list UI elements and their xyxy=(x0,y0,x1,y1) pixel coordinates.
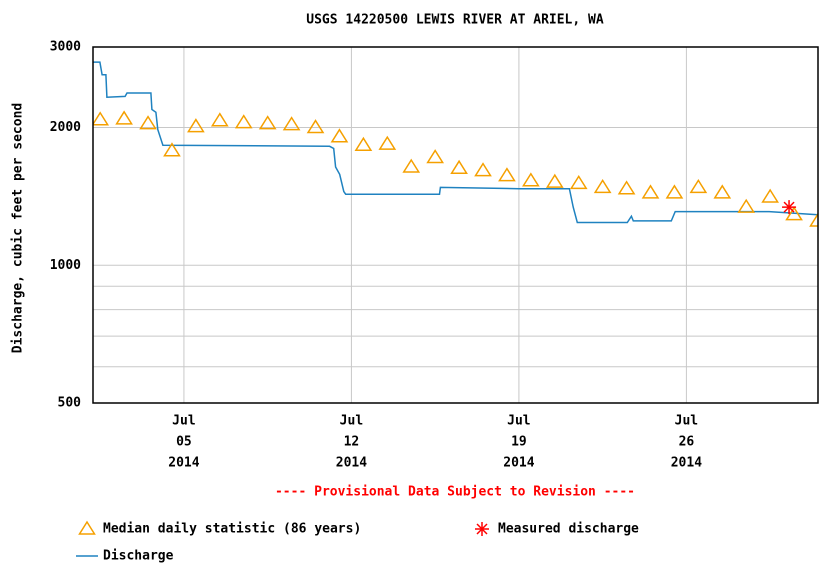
median-marker xyxy=(569,174,588,190)
median-marker xyxy=(378,135,397,150)
measured-marker xyxy=(782,200,797,215)
legend-label: Median daily statistic (86 years) xyxy=(103,522,361,537)
provisional-note: ---- Provisional Data Subject to Revisio… xyxy=(275,485,635,500)
median-marker xyxy=(139,115,157,130)
x-tick-label: Jul xyxy=(340,414,363,429)
median-marker xyxy=(617,180,636,195)
median-marker xyxy=(474,162,492,177)
median-marker xyxy=(115,110,133,125)
median-marker xyxy=(187,118,205,133)
x-tick-label: Jul xyxy=(675,414,698,429)
legend-symbol xyxy=(78,520,96,535)
median-marker xyxy=(665,184,684,199)
median-marker xyxy=(809,212,818,227)
x-tick-label: 05 xyxy=(176,435,192,450)
median-marker xyxy=(234,114,253,129)
y-tick-label: 2000 xyxy=(50,120,81,135)
x-tick-label: 26 xyxy=(679,435,695,450)
median-marker xyxy=(306,119,325,134)
median-marker xyxy=(498,167,516,182)
discharge-line xyxy=(93,61,818,224)
y-tick-label: 500 xyxy=(58,396,82,411)
plot-frame xyxy=(92,46,819,404)
y-tick-label: 1000 xyxy=(50,258,81,273)
x-tick-label: Jul xyxy=(507,414,530,429)
x-tick-label: 12 xyxy=(344,435,360,450)
median-marker xyxy=(761,188,779,203)
median-marker xyxy=(402,158,421,173)
asterisk-stroke xyxy=(476,523,488,535)
x-tick-label: 19 xyxy=(511,435,527,450)
median-marker xyxy=(93,111,110,126)
median-marker xyxy=(354,136,373,151)
median-marker xyxy=(713,184,732,199)
plot-area xyxy=(93,61,818,227)
median-marker xyxy=(593,178,612,194)
median-marker xyxy=(282,116,301,131)
median-marker xyxy=(450,159,468,174)
median-marker xyxy=(689,178,708,194)
y-tick-label: 3000 xyxy=(50,40,81,55)
legend-label: Discharge xyxy=(103,549,174,564)
legend-label: Measured discharge xyxy=(498,522,639,537)
median-marker xyxy=(210,112,229,127)
median-marker xyxy=(258,115,277,130)
median-marker xyxy=(785,206,803,221)
x-tick-label: 2014 xyxy=(671,456,702,471)
median-marker xyxy=(641,184,660,199)
asterisk-stroke xyxy=(783,201,795,213)
median-marker xyxy=(426,149,445,164)
y-axis-label: Discharge, cubic feet per second xyxy=(11,103,26,353)
median-marker xyxy=(545,173,564,188)
x-tick-label: 2014 xyxy=(503,456,534,471)
median-marker xyxy=(330,128,349,143)
x-tick-label: Jul xyxy=(172,414,195,429)
median-marker xyxy=(163,142,181,157)
x-tick-label: 2014 xyxy=(336,456,367,471)
legend-symbol xyxy=(475,522,489,536)
x-tick-label: 2014 xyxy=(168,456,199,471)
median-marker xyxy=(737,198,756,213)
median-marker xyxy=(522,172,540,187)
chart-title: USGS 14220500 LEWIS RIVER AT ARIEL, WA xyxy=(306,13,604,28)
